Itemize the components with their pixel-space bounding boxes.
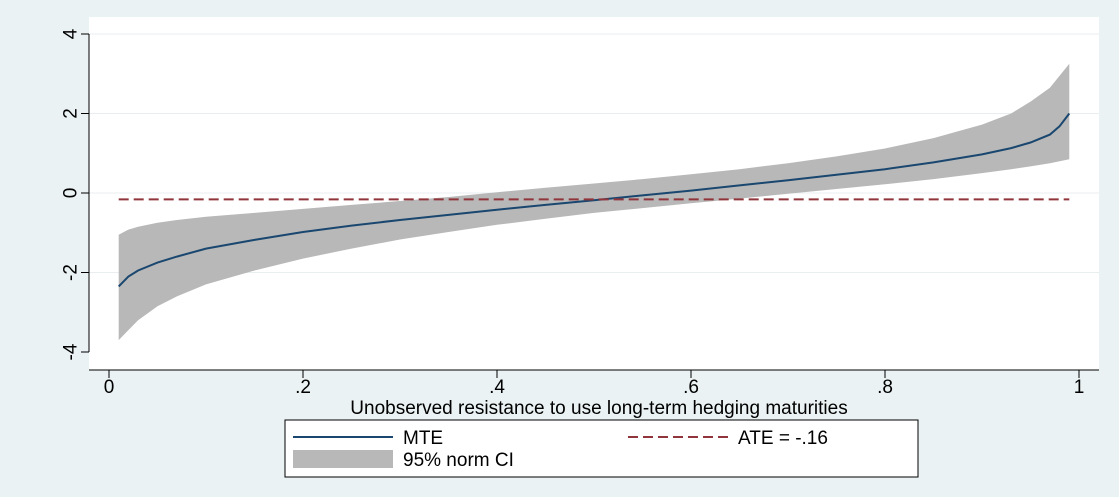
ci-band [118, 63, 1070, 341]
series-line-0 [117, 112, 1071, 288]
legend-ci-label: 95% norm CI [403, 450, 514, 471]
x-tick-label-5: 1 [1074, 377, 1085, 398]
y-axis: -4 -2 0 2 4 [61, 28, 90, 360]
legend-ci-swatch [293, 450, 393, 468]
y-tick-label-3: 2 [61, 108, 82, 119]
x-tick-label-3: .6 [683, 377, 699, 398]
y-tick-label-2: 0 [61, 188, 82, 199]
x-axis: 0 .2 .4 .6 .8 1 [89, 369, 1099, 398]
legend-mte-label: MTE [403, 428, 443, 449]
y-tick-label-4: 4 [61, 28, 82, 39]
legend: MTE ATE = -.16 95% norm CI [284, 419, 919, 478]
x-axis-title: Unobserved resistance to use long-term h… [350, 398, 847, 419]
y-tick-label-1: -2 [61, 264, 82, 281]
grid-lines [89, 33, 1099, 273]
ci-band-layer [118, 63, 1070, 341]
y-tick-label-0: -4 [61, 343, 82, 360]
x-tick-label-2: .4 [489, 377, 505, 398]
series-layer [117, 112, 1071, 288]
x-tick-label-1: .2 [295, 377, 311, 398]
x-tick-label-4: .8 [877, 377, 893, 398]
x-tick-label-0: 0 [104, 377, 115, 398]
legend-ate-label: ATE = -.16 [738, 428, 828, 449]
